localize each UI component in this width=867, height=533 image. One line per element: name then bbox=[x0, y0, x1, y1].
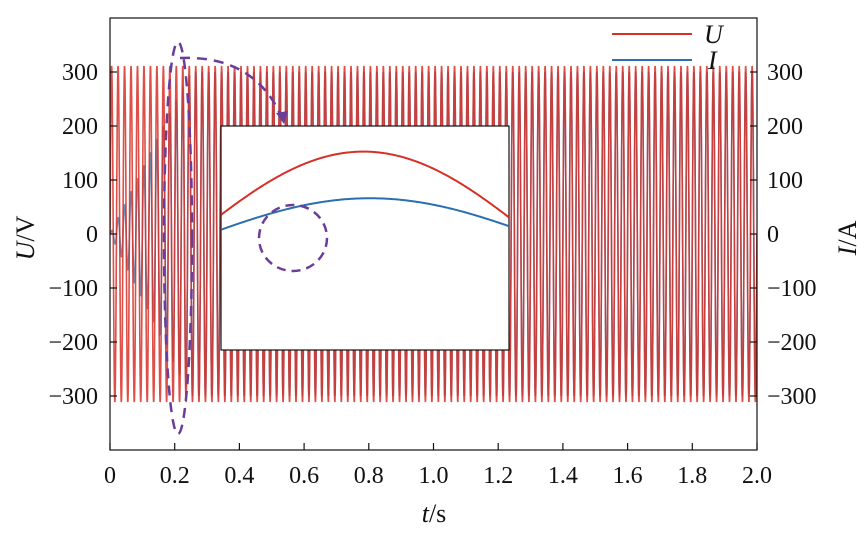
inset-background bbox=[220, 125, 510, 351]
legend-label-i: I bbox=[707, 46, 718, 75]
x-tick-label: 1.4 bbox=[548, 463, 578, 489]
y-left-tick-label: 300 bbox=[62, 60, 98, 86]
inset-series-i-line bbox=[221, 197, 509, 231]
y-right-tick-label: 300 bbox=[767, 60, 803, 86]
y-left-tick-label: 100 bbox=[62, 168, 98, 194]
inset bbox=[220, 125, 510, 351]
x-tick-label: 1.2 bbox=[483, 463, 513, 489]
y-right-axis-ticks: 300 200 100 0 −100 −200 −300 bbox=[750, 60, 817, 410]
zoom-arrowhead bbox=[276, 111, 288, 124]
x-tick-label: 1.6 bbox=[613, 463, 643, 489]
y-left-tick-label: −100 bbox=[48, 276, 98, 302]
zoom-callout bbox=[162, 40, 288, 436]
y-left-tick-label: −200 bbox=[48, 330, 98, 356]
y-right-axis-label: I/A bbox=[833, 220, 862, 256]
x-tick-label: 1.8 bbox=[677, 463, 707, 489]
y-left-axis-label: U/V bbox=[11, 215, 40, 260]
inset-series-u-line bbox=[221, 150, 509, 219]
y-right-tick-label: 200 bbox=[767, 114, 803, 140]
x-axis-label: t/s bbox=[422, 499, 447, 528]
x-tick-label: 2.0 bbox=[742, 463, 772, 489]
y-right-tick-label: 100 bbox=[767, 168, 803, 194]
x-tick-label: 0.2 bbox=[160, 463, 190, 489]
y-right-tick-label: 0 bbox=[767, 222, 779, 248]
y-left-tick-label: −300 bbox=[48, 384, 98, 410]
y-left-axis-ticks: 300 200 100 0 −100 −200 −300 bbox=[48, 60, 117, 410]
y-right-tick-label: −100 bbox=[767, 276, 817, 302]
x-axis-ticks: 0 0.2 0.4 0.6 0.8 1.0 1.2 1.4 1.6 1.8 2.0 bbox=[104, 443, 772, 489]
y-right-tick-label: −200 bbox=[767, 330, 817, 356]
legend-label-u: U bbox=[704, 20, 725, 49]
x-tick-label: 0 bbox=[104, 463, 116, 489]
inset-highlight-circle bbox=[257, 203, 329, 273]
x-tick-label: 0.4 bbox=[224, 463, 254, 489]
x-tick-label: 0.6 bbox=[289, 463, 319, 489]
x-tick-label: 0.8 bbox=[354, 463, 384, 489]
y-right-tick-label: −300 bbox=[767, 384, 817, 410]
x-tick-label: 1.0 bbox=[419, 463, 449, 489]
zoom-ellipse bbox=[162, 40, 194, 436]
y-left-tick-label: 0 bbox=[86, 222, 98, 248]
legend: U I bbox=[612, 20, 725, 75]
y-left-tick-label: 200 bbox=[62, 114, 98, 140]
